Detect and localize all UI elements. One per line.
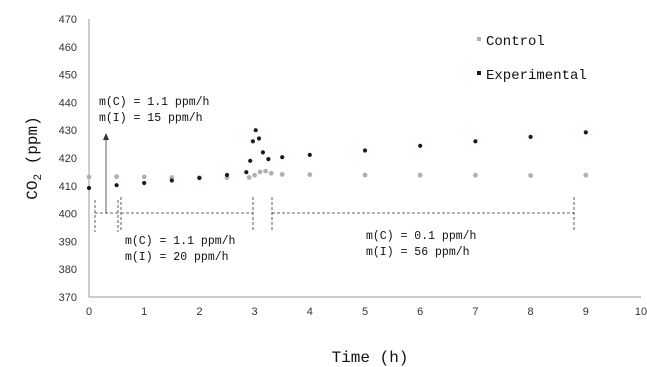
y-tick-label: 390: [59, 236, 77, 248]
data-point-control: [141, 174, 147, 180]
data-point-control: [169, 175, 175, 180]
data-point-experimental: [244, 170, 249, 175]
y-tick-label: 470: [59, 14, 77, 26]
x-tick-label: 6: [417, 306, 423, 318]
legend-label-experimental: Experimental: [486, 68, 587, 84]
data-point-control: [268, 170, 274, 176]
data-point-control: [114, 174, 119, 180]
x-axis: 0 1 2 3 4 5 6 7 8 9 10: [86, 296, 647, 318]
data-series: [86, 128, 589, 191]
y-tick-label: 370: [59, 292, 77, 304]
data-point-control: [257, 169, 263, 175]
annotation-2: m(C) = 1.1 ppm/h m(I) = 20 ppm/h: [125, 235, 235, 264]
legend-marker-control: [477, 37, 481, 41]
data-point-experimental: [528, 134, 533, 139]
data-point-control: [86, 174, 92, 180]
arrow-head: [103, 133, 109, 140]
x-tick-label: 7: [472, 306, 478, 318]
data-point-experimental: [142, 180, 147, 186]
data-point-experimental: [114, 183, 119, 188]
annotation-1-line-1: m(C) = 1.1 ppm/h: [99, 96, 209, 109]
legend-item-control: Control: [477, 34, 545, 50]
data-point-control: [279, 172, 285, 177]
x-tick-label: 5: [362, 306, 368, 318]
data-point-control: [473, 172, 478, 178]
annotation-1-line-2: m(I) = 15 ppm/h: [99, 112, 203, 125]
series-experimental: [86, 128, 588, 191]
data-point-control: [528, 173, 533, 178]
annotation-3: m(C) = 0.1 ppm/h m(I) = 56 ppm/h: [366, 230, 476, 259]
data-point-control: [583, 172, 589, 178]
legend-label-control: Control: [486, 34, 545, 50]
data-point-experimental: [250, 139, 255, 144]
data-point-experimental: [86, 185, 92, 191]
annotation-1: m(C) = 1.1 ppm/h m(I) = 15 ppm/h: [99, 96, 209, 125]
y-axis-title-main: CO: [24, 181, 42, 200]
x-tick-labels: 0 1 2 3 4 5 6 7 8 9 10: [86, 306, 647, 318]
y-tick-label: 410: [59, 181, 77, 193]
y-tick-label: 380: [59, 264, 77, 276]
legend-marker-experimental: [477, 71, 481, 75]
x-tick-label: 1: [141, 306, 147, 318]
data-point-control: [307, 172, 313, 178]
legend: Control Experimental: [477, 34, 587, 84]
data-point-control: [362, 172, 368, 178]
data-point-experimental: [362, 148, 368, 153]
data-point-control: [417, 172, 423, 178]
y-tick-label: 450: [59, 70, 77, 82]
data-point-experimental: [169, 178, 174, 183]
annotation-2-line-1: m(C) = 1.1 ppm/h: [125, 235, 235, 248]
data-point-experimental: [253, 128, 258, 133]
data-point-experimental: [418, 143, 423, 148]
data-point-experimental: [224, 172, 230, 178]
data-point-control: [246, 175, 252, 180]
x-tick-label: 3: [252, 306, 258, 318]
data-point-experimental: [197, 175, 202, 181]
y-tick-labels: 370 380 390 400 410 420 430 440 450 460 470: [59, 14, 77, 304]
x-tick-label: 10: [635, 306, 647, 318]
annotation-3-line-1: m(C) = 0.1 ppm/h: [366, 230, 476, 243]
y-tick-label: 420: [59, 153, 77, 165]
y-tick-label: 460: [59, 42, 77, 54]
annotation-3-line-2: m(I) = 56 ppm/h: [366, 246, 470, 259]
y-axis: 370 380 390 400 410 420 430 440 450 460 470: [59, 14, 90, 304]
data-point-control: [263, 168, 268, 174]
x-tick-label: 9: [583, 306, 589, 318]
data-point-experimental: [473, 139, 478, 144]
y-tick-label: 440: [59, 97, 77, 109]
data-point-experimental: [280, 155, 285, 160]
data-point-experimental: [266, 157, 271, 162]
x-tick-label: 8: [528, 306, 534, 318]
y-axis-title-unit: (ppm): [24, 116, 42, 174]
data-point-experimental: [260, 150, 265, 155]
y-axis-title: CO2 (ppm): [24, 116, 45, 199]
data-point-experimental: [583, 130, 588, 135]
y-axis-title-subscript: 2: [33, 174, 45, 181]
data-point-experimental: [307, 152, 312, 157]
y-tick-label: 430: [59, 125, 77, 137]
legend-item-experimental: Experimental: [477, 68, 587, 84]
x-tick-label: 2: [196, 306, 202, 318]
data-point-experimental: [248, 158, 253, 163]
x-axis-title: Time (h): [332, 349, 409, 367]
data-point-control: [252, 172, 257, 178]
series-control: [86, 168, 589, 181]
x-tick-label: 0: [86, 306, 92, 318]
annotation-2-line-2: m(I) = 20 ppm/h: [125, 251, 229, 264]
data-point-experimental: [256, 136, 262, 141]
annotation-guides: [94, 133, 575, 232]
x-tick-label: 4: [307, 306, 313, 318]
y-tick-label: 400: [59, 209, 77, 221]
